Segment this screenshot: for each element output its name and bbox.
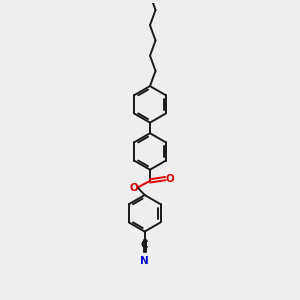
Text: C: C [141,240,148,250]
Text: O: O [129,183,138,193]
Text: O: O [165,174,174,184]
Text: N: N [140,256,149,266]
